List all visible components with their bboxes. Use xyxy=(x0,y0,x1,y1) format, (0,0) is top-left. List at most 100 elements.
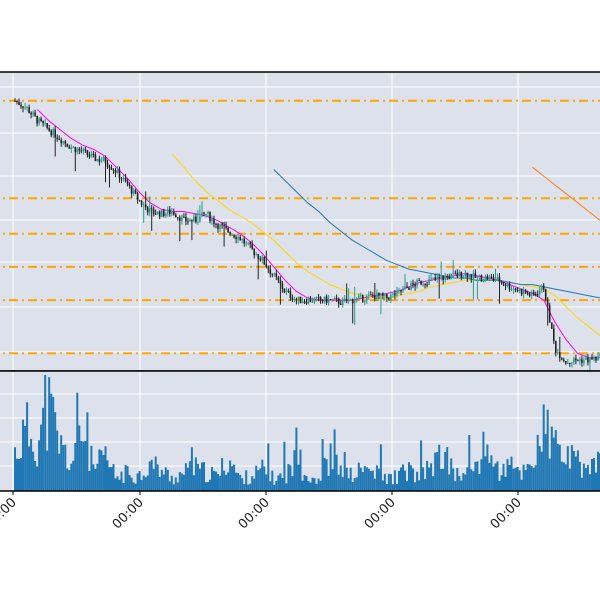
volume-bar xyxy=(247,484,250,491)
volume-bar xyxy=(166,469,169,491)
candle-body xyxy=(577,360,579,362)
candle-body xyxy=(512,288,515,290)
volume-bar xyxy=(213,470,215,491)
volume-bar xyxy=(144,477,147,491)
volume-bar xyxy=(416,471,419,491)
volume-bar xyxy=(66,468,69,491)
candle-body xyxy=(358,295,360,298)
candle-body xyxy=(418,280,420,282)
candle-body xyxy=(500,281,503,283)
volume-bar xyxy=(152,468,155,491)
candle-body xyxy=(528,293,531,296)
volume-bar xyxy=(532,467,535,491)
candle-body xyxy=(555,341,557,353)
candle-body xyxy=(169,209,171,214)
volume-bar xyxy=(28,446,31,491)
volume-bar xyxy=(20,458,22,491)
candle-body xyxy=(557,352,559,354)
candle-body xyxy=(376,292,378,299)
candle-body xyxy=(22,106,24,108)
volume-bar xyxy=(460,480,463,491)
volume-bar xyxy=(241,478,244,491)
volume-bar xyxy=(424,479,427,491)
volume-bar xyxy=(506,459,509,491)
volume-bar xyxy=(140,479,143,491)
volume-bar xyxy=(227,472,230,491)
candle-body xyxy=(303,301,306,303)
candle-body xyxy=(438,276,440,278)
candle-body xyxy=(108,166,111,168)
volume-bar xyxy=(355,477,358,491)
candle-body xyxy=(100,160,103,162)
volume-bar xyxy=(114,478,117,491)
volume-bar xyxy=(516,466,519,491)
volume-bar xyxy=(578,461,581,491)
candle-body xyxy=(305,301,308,304)
candle-body xyxy=(466,272,469,278)
candle-body xyxy=(456,273,459,277)
volume-bar xyxy=(323,457,326,491)
volume-bar xyxy=(498,480,501,491)
volume-bar xyxy=(538,446,541,491)
volume-bar xyxy=(32,451,35,491)
volume-bar xyxy=(58,453,61,491)
volume-bar xyxy=(116,476,119,491)
candle-body xyxy=(251,244,253,249)
candle-body xyxy=(476,276,479,278)
volume-bar xyxy=(201,462,203,491)
volume-bar xyxy=(588,474,591,491)
candle-body xyxy=(32,112,34,115)
candle-body xyxy=(36,115,38,124)
volume-bar xyxy=(536,434,539,491)
volume-bar xyxy=(548,458,551,491)
volume-bar xyxy=(301,480,304,491)
candle-body xyxy=(508,283,511,290)
volume-bar xyxy=(420,440,423,491)
volume-bar xyxy=(558,444,561,491)
volume-bar xyxy=(192,475,195,491)
candle-body xyxy=(233,234,235,238)
candle-body xyxy=(349,299,352,301)
candle-body xyxy=(14,100,16,102)
candle-body xyxy=(589,357,591,363)
candle-body xyxy=(422,284,424,286)
candle-body xyxy=(185,216,187,222)
volume-bar xyxy=(283,441,286,491)
candle-body xyxy=(406,286,408,288)
volume-bar xyxy=(576,450,579,491)
volume-bar xyxy=(482,431,485,491)
candle-body xyxy=(148,208,151,213)
volume-bar xyxy=(124,464,127,491)
volume-bar xyxy=(444,452,447,491)
volume-bar xyxy=(100,450,103,491)
volume-bar xyxy=(237,473,240,491)
volume-bar xyxy=(327,475,330,491)
candle-body xyxy=(378,292,380,296)
volume-bar xyxy=(299,449,302,491)
volume-bar xyxy=(528,464,531,491)
volume-bar xyxy=(122,482,125,491)
volume-bar xyxy=(46,450,49,491)
candle-body xyxy=(104,157,107,163)
candle-body xyxy=(187,221,189,223)
volume-bar xyxy=(566,446,569,491)
candle-body xyxy=(579,359,581,361)
candle-body xyxy=(199,216,201,222)
candle-body xyxy=(478,275,481,277)
volume-bar xyxy=(484,456,487,491)
candle-body xyxy=(382,293,384,296)
candle-body xyxy=(118,169,121,179)
volume-bar xyxy=(428,467,431,491)
candle-body xyxy=(281,283,284,289)
volume-bar xyxy=(98,449,101,491)
volume-bar xyxy=(412,468,414,491)
volume-bar xyxy=(160,469,163,491)
candle-body xyxy=(347,299,350,302)
candle-body xyxy=(551,322,553,329)
volume-bar xyxy=(86,412,89,491)
candle-body xyxy=(571,362,573,364)
volume-bar xyxy=(556,443,559,491)
candle-body xyxy=(94,154,97,162)
candle-body xyxy=(313,298,316,302)
candle-body xyxy=(416,280,418,287)
